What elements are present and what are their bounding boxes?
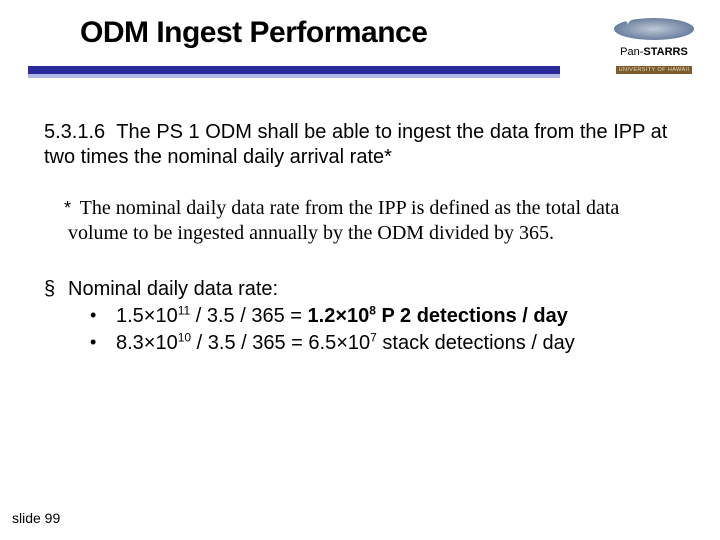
slide: ODM Ingest Performance ✦ Pan-STARRS UNIV… bbox=[0, 0, 720, 540]
bullet-block: § Nominal daily data rate: • 1.5×1011 / … bbox=[44, 276, 676, 357]
bullet-heading-row: § Nominal daily data rate: bbox=[44, 276, 676, 303]
bullet-marker-icon: § bbox=[44, 276, 68, 303]
bullet-line-1: • 1.5×1011 / 3.5 / 365 = 1.2×108 P 2 det… bbox=[44, 303, 676, 330]
logo-brand-pre: Pan- bbox=[620, 46, 643, 58]
logo-star-icon: ✦ bbox=[622, 12, 632, 22]
logo-graphic: ✦ bbox=[614, 14, 694, 44]
bullet-line-1-text: 1.5×1011 / 3.5 / 365 = 1.2×108 P 2 detec… bbox=[116, 303, 568, 330]
divider-dark bbox=[28, 66, 560, 74]
bullet-heading: Nominal daily data rate: bbox=[68, 276, 278, 303]
footnote-body: The nominal daily data rate from the IPP… bbox=[68, 197, 619, 244]
divider-light bbox=[28, 74, 560, 78]
calc1-result: 1.2×108 P 2 detections / day bbox=[308, 305, 568, 327]
calc2-exp1: 10 bbox=[178, 330, 191, 344]
calc1-pre: 1.5×10 bbox=[116, 305, 178, 327]
calc2-mid: / 3.5 / 365 = 6.5×10 bbox=[191, 332, 370, 354]
calc2-exp2: 7 bbox=[370, 330, 377, 344]
bullet-line-2: • 8.3×1010 / 3.5 / 365 = 6.5×107 stack d… bbox=[44, 330, 676, 357]
bullet-line-2-text: 8.3×1010 / 3.5 / 365 = 6.5×107 stack det… bbox=[116, 330, 575, 357]
calc2-post: stack detections / day bbox=[377, 332, 575, 354]
logo-brand-main: STARRS bbox=[643, 46, 687, 58]
footnote: * The nominal daily data rate from the I… bbox=[44, 196, 676, 246]
title-row: ODM Ingest Performance ✦ Pan-STARRS UNIV… bbox=[0, 10, 720, 70]
slide-title: ODM Ingest Performance bbox=[80, 16, 427, 50]
footnote-marker: * bbox=[64, 198, 71, 218]
logo-brand: Pan-STARRS bbox=[604, 46, 704, 58]
calc2-pre: 8.3×10 bbox=[116, 332, 178, 354]
content-area: 5.3.1.6 The PS 1 ODM shall be able to in… bbox=[44, 120, 676, 357]
requirement-section: 5.3.1.6 bbox=[44, 121, 105, 143]
sub-bullet-marker-icon: • bbox=[90, 303, 116, 330]
requirement-text: 5.3.1.6 The PS 1 ODM shall be able to in… bbox=[44, 120, 676, 170]
calc1-exp1: 11 bbox=[178, 303, 190, 317]
requirement-body: The PS 1 ODM shall be able to ingest the… bbox=[44, 121, 667, 168]
calc1-bold-exp: 8 bbox=[369, 303, 376, 317]
sub-bullet-marker-icon: • bbox=[90, 330, 116, 357]
divider-rule bbox=[28, 66, 560, 78]
calc1-bold-pre: 1.2×10 bbox=[308, 305, 370, 327]
logo-subtitle: UNIVERSITY OF HAWAII bbox=[616, 66, 693, 74]
slide-number: slide 99 bbox=[12, 510, 60, 526]
logo: ✦ Pan-STARRS UNIVERSITY OF HAWAII bbox=[604, 14, 704, 68]
calc1-mid: / 3.5 / 365 = bbox=[190, 305, 307, 327]
calc1-bold-post: P 2 detections / day bbox=[376, 305, 568, 327]
